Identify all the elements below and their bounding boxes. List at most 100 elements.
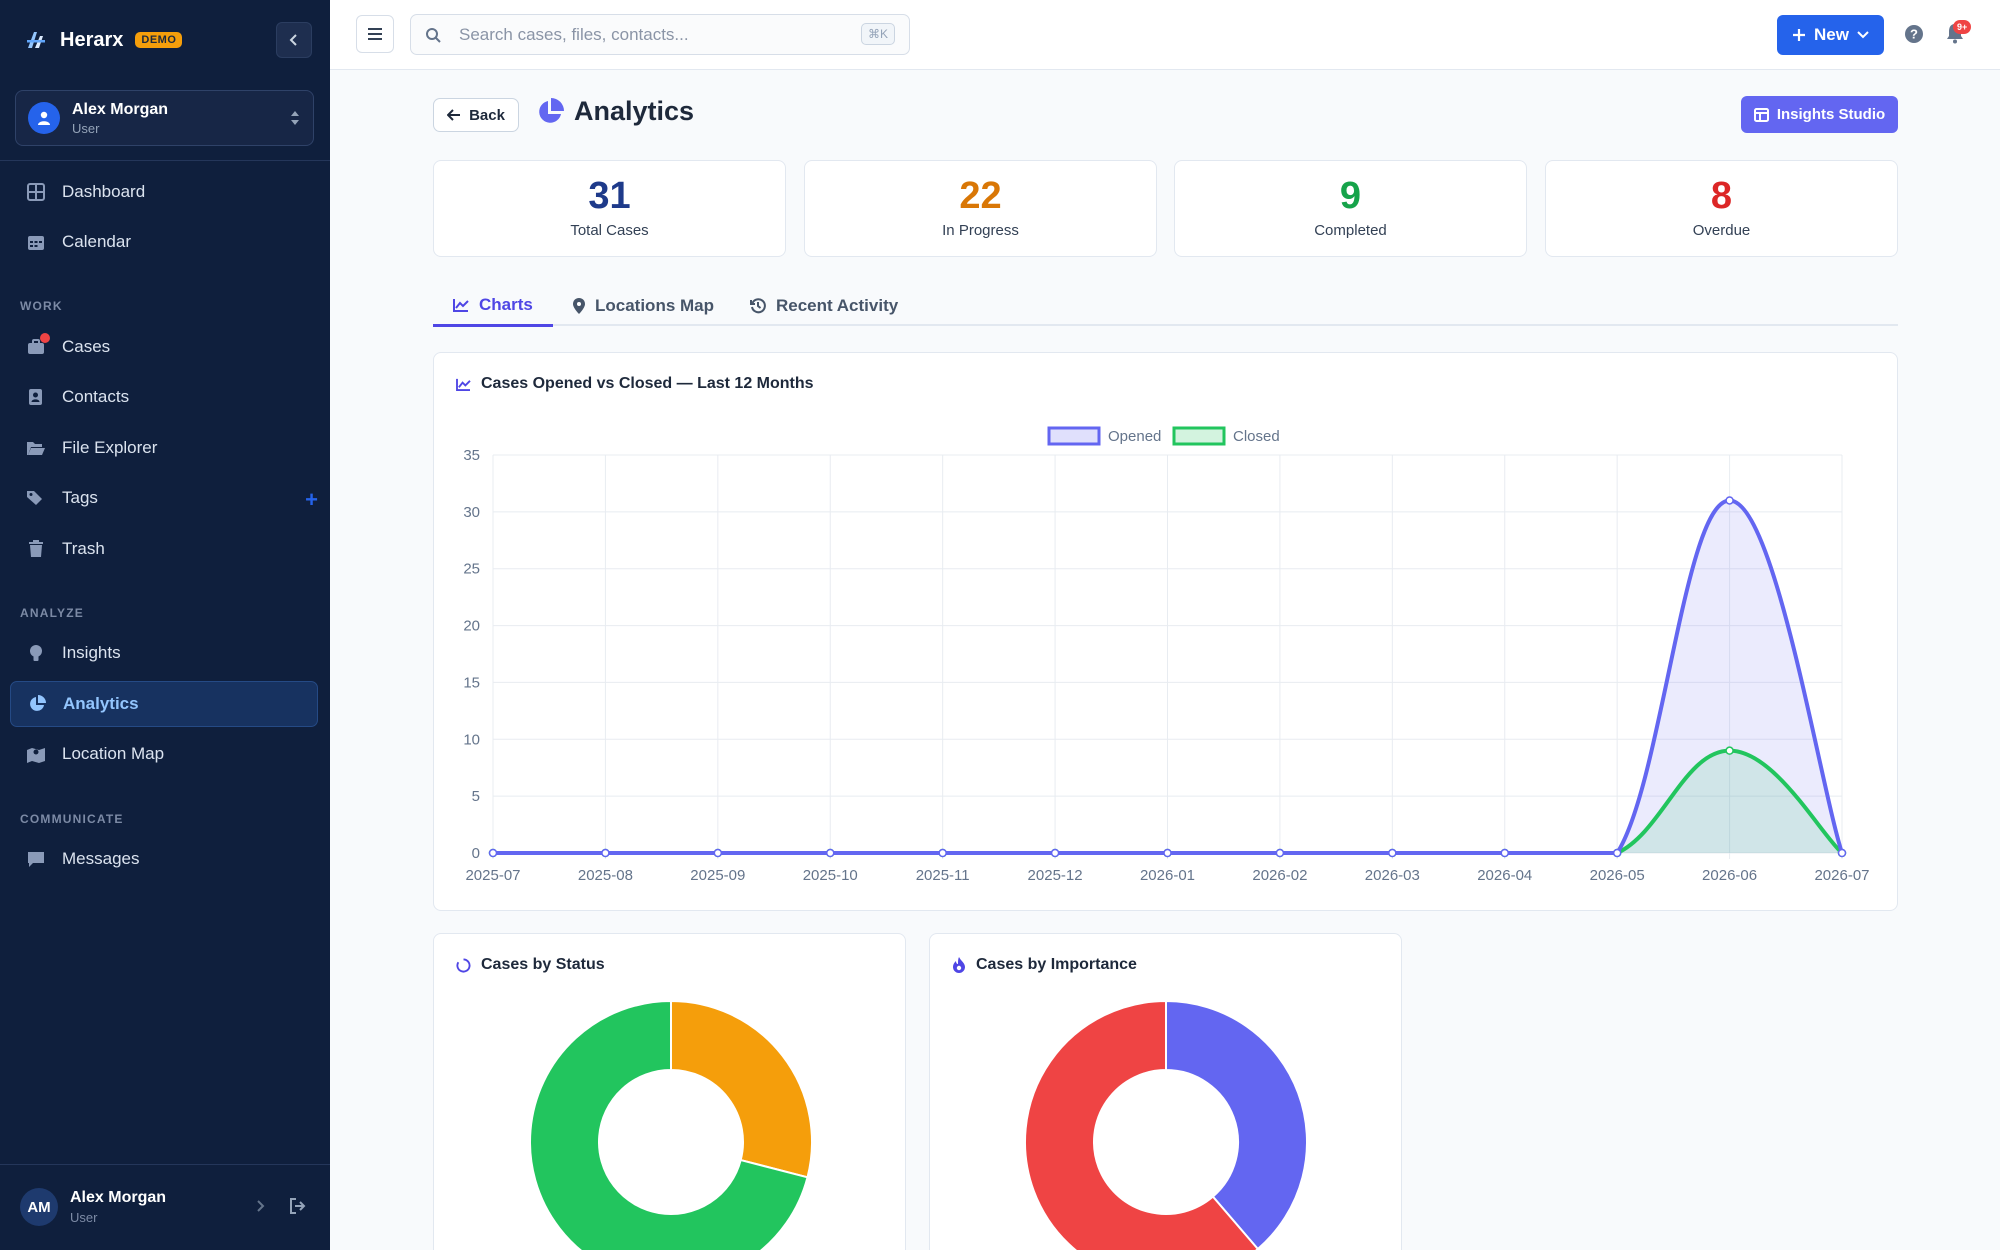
nav-dashboard[interactable]: Dashboard [10,169,318,215]
line-chart-icon [453,299,469,312]
nav-label: Location Map [62,744,165,763]
stat-total-cases[interactable]: 31 Total Cases [433,160,786,257]
stat-value: 22 [959,175,1002,217]
tab-locations-map[interactable]: Locations Map [553,286,734,326]
layout-icon [1753,107,1769,122]
avatar [28,102,60,134]
tab-recent-activity[interactable]: Recent Activity [730,286,918,326]
nav-cases[interactable]: Cases [10,324,318,370]
x-tick-label: 2025-08 [578,867,633,884]
cases-by-status-card: Cases by Status [433,933,906,1250]
chevron-right-icon[interactable] [256,1199,266,1213]
nav-calendar[interactable]: Calendar [10,219,318,265]
page-title: Analytics [536,96,694,127]
line-chart-icon [456,378,471,391]
tab-charts[interactable]: Charts [433,286,553,327]
logout-icon[interactable] [289,1198,307,1214]
chart-title: Cases by Importance [952,956,1137,974]
x-tick-label: 2026-07 [1814,867,1869,884]
nav-label: File Explorer [62,438,158,457]
data-point [1725,746,1734,755]
stat-label: Overdue [1692,222,1751,239]
nav-label: Messages [62,849,140,868]
series-area-opened [493,500,1842,853]
new-button[interactable]: New [1777,15,1884,55]
message-icon [26,849,46,869]
footer-user[interactable]: AM Alex Morgan User [20,1188,166,1226]
menu-button[interactable] [356,15,394,53]
data-point [1612,848,1622,858]
x-tick-label: 2025-12 [1028,867,1083,884]
user-switcher[interactable]: Alex Morgan User [15,90,314,146]
search-input[interactable] [459,24,839,45]
nav-label: Calendar [62,232,131,251]
section-work: WORK [20,299,63,313]
nav-contacts[interactable]: Contacts [10,374,318,420]
data-point [1050,848,1060,858]
pie-chart-icon [539,97,564,123]
x-tick-label: 2025-10 [803,867,858,884]
stat-overdue[interactable]: 8 Overdue [1545,160,1898,257]
nav-file-explorer[interactable]: File Explorer [10,425,318,471]
stat-label: In Progress [942,222,1019,239]
collapse-sidebar-button[interactable] [276,22,312,58]
demo-badge: DEMO [135,32,183,48]
plus-icon [1793,29,1806,41]
calendar-icon [26,232,46,252]
back-button[interactable]: Back [433,98,519,132]
donut-slice-1 [529,999,809,1250]
chart-title: Cases Opened vs Closed — Last 12 Months [456,375,814,393]
chart-title: Cases by Status [456,956,605,974]
cases-opened-closed-card: Cases Opened vs Closed — Last 12 Months … [433,352,1898,911]
notification-count: 9+ [1953,20,1972,34]
data-point [1388,848,1397,858]
data-point [1837,848,1847,858]
stat-label: Completed [1314,222,1387,239]
stat-in-progress[interactable]: 22 In Progress [804,160,1157,257]
tab-label: Charts [479,295,533,314]
contact-card-icon [26,387,46,407]
stat-completed[interactable]: 9 Completed [1174,160,1527,257]
help-icon[interactable]: ? [1904,24,1924,44]
importance-donut-chart [1024,999,1308,1250]
stat-value: 31 [588,175,631,217]
y-tick-label: 10 [463,731,480,748]
grid-icon [26,182,46,202]
data-point [1275,848,1285,858]
nav-messages[interactable]: Messages [10,836,318,882]
trash-icon [26,539,46,559]
status-donut-chart [529,999,813,1250]
x-tick-label: 2026-06 [1702,867,1757,884]
stat-value: 8 [1710,175,1733,217]
x-tick-label: 2026-01 [1140,867,1195,884]
x-tick-label: 2025-09 [690,867,745,884]
nav-insights[interactable]: Insights [10,630,318,676]
y-tick-label: 15 [463,674,480,691]
section-communicate: COMMUNICATE [20,812,124,826]
add-tag-icon[interactable]: + [305,487,318,512]
cases-by-importance-card: Cases by Importance [929,933,1402,1250]
donut-slice-0 [670,999,813,1179]
shortcut-hint: ⌘K [860,23,895,45]
insights-studio-button[interactable]: Insights Studio [1741,96,1898,133]
flame-icon [953,957,965,973]
section-analyze: ANALYZE [20,606,84,620]
nav-tags[interactable]: Tags + [10,475,318,521]
stat-value: 9 [1339,175,1362,217]
nav-trash[interactable]: Trash [10,526,318,572]
nav-analytics[interactable]: Analytics [10,681,318,727]
nav-location-map[interactable]: Location Map [10,731,318,777]
brand[interactable]: Herarx DEMO [24,24,183,56]
y-tick-label: 35 [463,447,480,464]
tab-label: Recent Activity [776,296,899,315]
tab-bar: Charts Locations Map Recent Activity [433,286,1898,327]
data-point [826,848,835,858]
search-box[interactable]: ⌘K [410,14,910,55]
chart-title-text: Cases by Importance [976,956,1137,973]
briefcase-icon [26,333,50,357]
data-point [1500,848,1509,858]
legend-swatch [1047,426,1101,446]
search-icon [426,27,441,43]
nav-label: Analytics [63,694,139,713]
nav-label: Dashboard [62,182,146,201]
